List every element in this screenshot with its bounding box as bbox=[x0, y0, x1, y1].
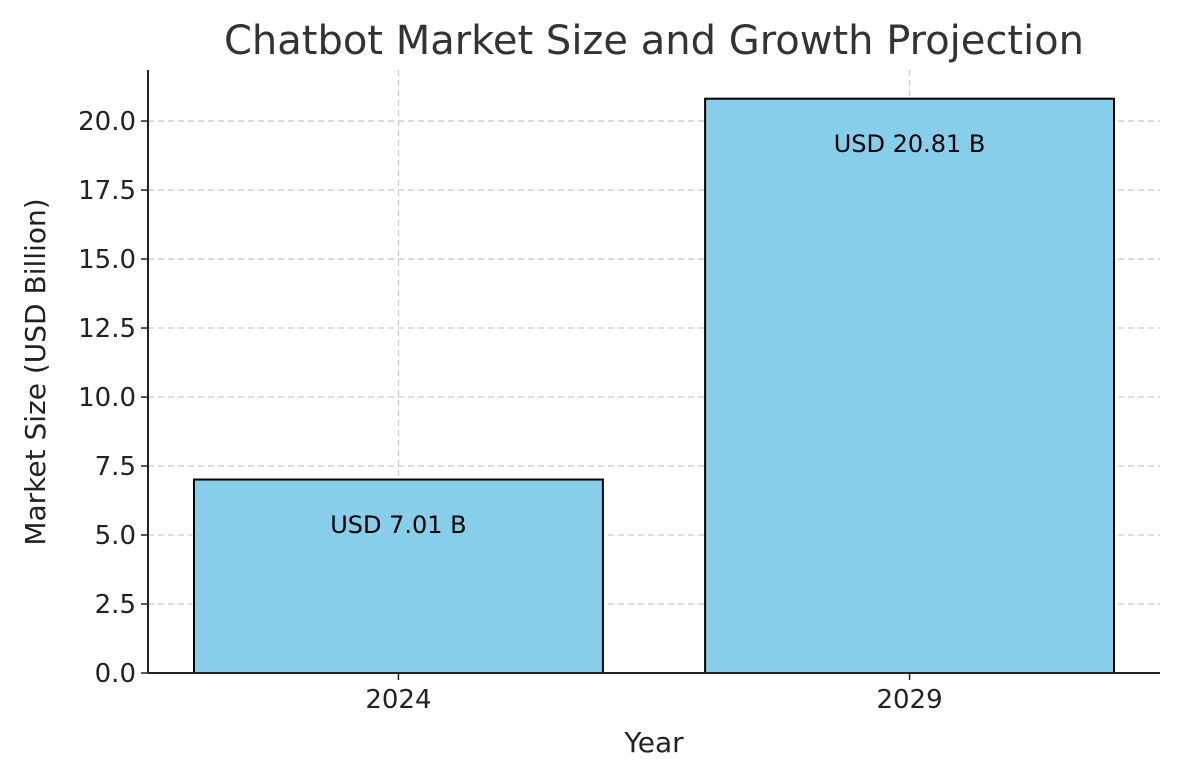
axes: 0.0 2.5 5.0 7.5 10.0 12.5 15.0 17.5 20.0 2024 2029 bbox=[78, 70, 1160, 715]
bar-2024 bbox=[193, 478, 604, 674]
y-tick-label: 5.0 bbox=[95, 521, 136, 551]
y-tick-label: 20.0 bbox=[78, 107, 136, 137]
y-tick-label: 10.0 bbox=[78, 383, 136, 413]
y-tick-label: 12.5 bbox=[78, 314, 136, 344]
y-tick-label: 15.0 bbox=[78, 245, 136, 275]
y-tick-label: 2.5 bbox=[95, 590, 136, 620]
y-tick-label: 0.0 bbox=[95, 659, 136, 689]
y-tick-label: 17.5 bbox=[78, 176, 136, 206]
y-tick-label: 7.5 bbox=[95, 452, 136, 482]
bars: USD 7.01 B USD 20.81 B bbox=[193, 97, 1115, 674]
x-tick-label: 2024 bbox=[365, 685, 431, 715]
data-label: USD 7.01 B bbox=[330, 511, 466, 539]
x-tick-label: 2029 bbox=[876, 685, 942, 715]
chart-title: Chatbot Market Size and Growth Projectio… bbox=[224, 18, 1084, 64]
data-label: USD 20.81 B bbox=[834, 130, 986, 158]
y-axis-label: Market Size (USD Billion) bbox=[19, 198, 52, 545]
x-axis-label: Year bbox=[623, 726, 684, 759]
bar-2029 bbox=[704, 97, 1115, 674]
